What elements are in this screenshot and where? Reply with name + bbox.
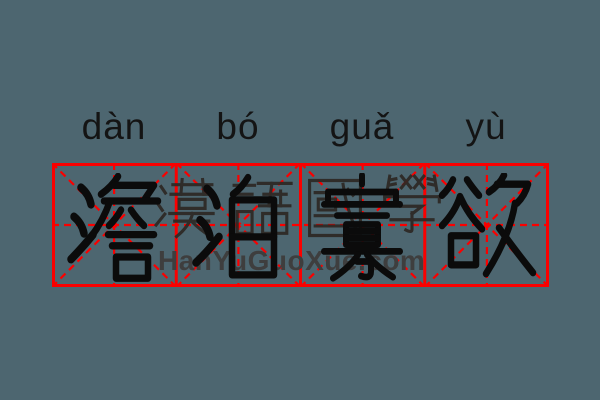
hanzi-glyph-bo: 泊: [192, 173, 278, 279]
pinyin-syllable-2: bó: [216, 106, 260, 147]
pinyin-syllable-1: dàn: [81, 106, 147, 147]
hanzi-glyph-dan: 澹: [67, 173, 162, 282]
pinyin-syllable-3: guǎ: [329, 106, 395, 147]
hanzi-glyph-yu: 欲: [438, 173, 537, 278]
hanzi-glyph-gua: 寡: [321, 173, 403, 282]
pinyin-syllable-4: yù: [465, 106, 507, 147]
